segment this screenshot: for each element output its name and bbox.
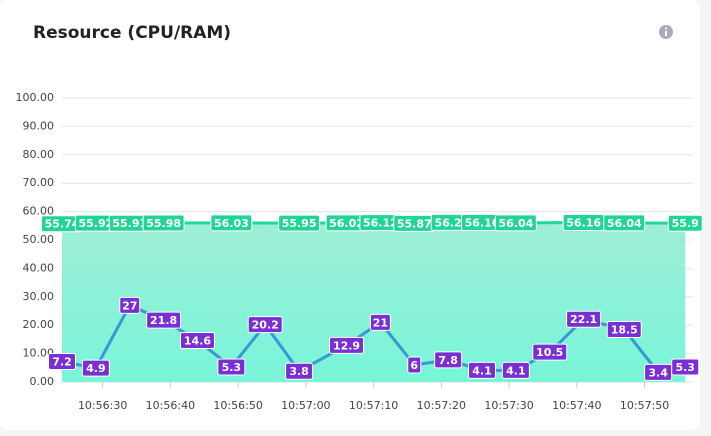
- data-label: 56.2: [435, 216, 462, 229]
- x-tick-label: 10:57:40: [552, 399, 601, 412]
- data-label: 12.9: [333, 339, 360, 352]
- data-label-box: [671, 358, 700, 376]
- y-tick-label: 0.00: [30, 375, 55, 388]
- data-label: 56.04: [498, 217, 533, 230]
- data-label: 6: [410, 359, 418, 372]
- data-label: 22.1: [570, 313, 597, 326]
- data-label: 10.5: [536, 346, 563, 359]
- data-label: 55.92: [78, 217, 113, 230]
- data-label: 20.2: [252, 319, 279, 332]
- data-label-box: [532, 343, 568, 361]
- data-label-box: [278, 214, 321, 232]
- data-label-box: [501, 361, 530, 379]
- data-label: 14.6: [184, 335, 211, 348]
- data-label-box: [146, 311, 182, 329]
- data-label-box: [667, 214, 703, 232]
- y-tick-label: 70.00: [23, 176, 55, 189]
- data-label-box: [179, 332, 215, 350]
- data-label: 27: [122, 299, 137, 312]
- data-label: 55.87: [397, 217, 432, 230]
- data-label-box: [119, 296, 141, 314]
- data-label: 4.1: [506, 364, 526, 377]
- x-tick-label: 10:57:50: [620, 399, 669, 412]
- area: [62, 222, 686, 382]
- x-tick-label: 10:56:40: [146, 399, 195, 412]
- y-tick-label: 40.00: [23, 261, 55, 274]
- data-label: 18.5: [611, 323, 638, 336]
- data-label: 55.9: [672, 217, 699, 230]
- data-label-box: [369, 313, 391, 331]
- data-label-box: [48, 353, 76, 371]
- y-tick-label: 90.00: [23, 119, 55, 132]
- data-label: 56.04: [607, 217, 642, 230]
- data-label: 7.8: [438, 354, 458, 367]
- data-label: 55.74: [45, 218, 80, 231]
- data-label-box: [606, 320, 642, 338]
- data-label: 55.91: [112, 217, 147, 230]
- data-label: 21: [373, 316, 388, 329]
- data-label: 56.16: [566, 217, 601, 230]
- data-label-box: [81, 359, 110, 377]
- data-label: 4.9: [86, 362, 106, 375]
- data-label-box: [468, 361, 496, 379]
- data-label-box: [247, 316, 283, 334]
- y-tick-label: 20.00: [23, 318, 55, 331]
- x-tick-label: 10:57:30: [484, 399, 533, 412]
- data-label: 56.03: [214, 217, 249, 230]
- y-tick-label: 50.00: [23, 233, 55, 246]
- data-label: 3.4: [648, 366, 668, 379]
- data-label-box: [217, 358, 246, 376]
- data-label-box: [210, 214, 253, 232]
- data-label: 3.8: [289, 365, 309, 378]
- data-label-box: [407, 356, 422, 374]
- chart-title: Resource (CPU/RAM): [33, 23, 231, 43]
- data-label: 5.3: [675, 361, 695, 374]
- data-label-box: [434, 351, 463, 369]
- x-tick-label: 10:57:20: [417, 399, 466, 412]
- y-tick-label: 30.00: [23, 290, 55, 303]
- x-tick-label: 10:56:30: [78, 399, 127, 412]
- data-label: 21.8: [150, 314, 177, 327]
- y-tick-label: 80.00: [23, 148, 55, 161]
- x-tick-label: 10:56:50: [213, 399, 262, 412]
- data-label: 56.16: [465, 217, 500, 230]
- data-label-box: [566, 310, 602, 328]
- data-label: 7.2: [52, 356, 72, 369]
- info-icon[interactable]: [659, 25, 673, 39]
- data-label: 4.1: [472, 364, 492, 377]
- data-label: 55.98: [146, 217, 181, 230]
- data-label: 56.02: [329, 217, 364, 230]
- x-tick-label: 10:57:10: [349, 399, 398, 412]
- x-tick-label: 10:57:00: [281, 399, 330, 412]
- data-label: 55.95: [282, 217, 317, 230]
- y-tick-label: 10.00: [23, 347, 55, 360]
- data-label-box: [285, 362, 314, 380]
- data-label-box: [329, 336, 365, 354]
- y-tick-label: 100.00: [16, 91, 55, 104]
- data-label: 5.3: [222, 361, 242, 374]
- y-tick-label: 60.00: [23, 205, 55, 218]
- data-label-box: [142, 214, 185, 232]
- data-label-box: [494, 214, 537, 232]
- data-label: 56.12: [363, 217, 398, 230]
- data-label-box: [603, 214, 646, 232]
